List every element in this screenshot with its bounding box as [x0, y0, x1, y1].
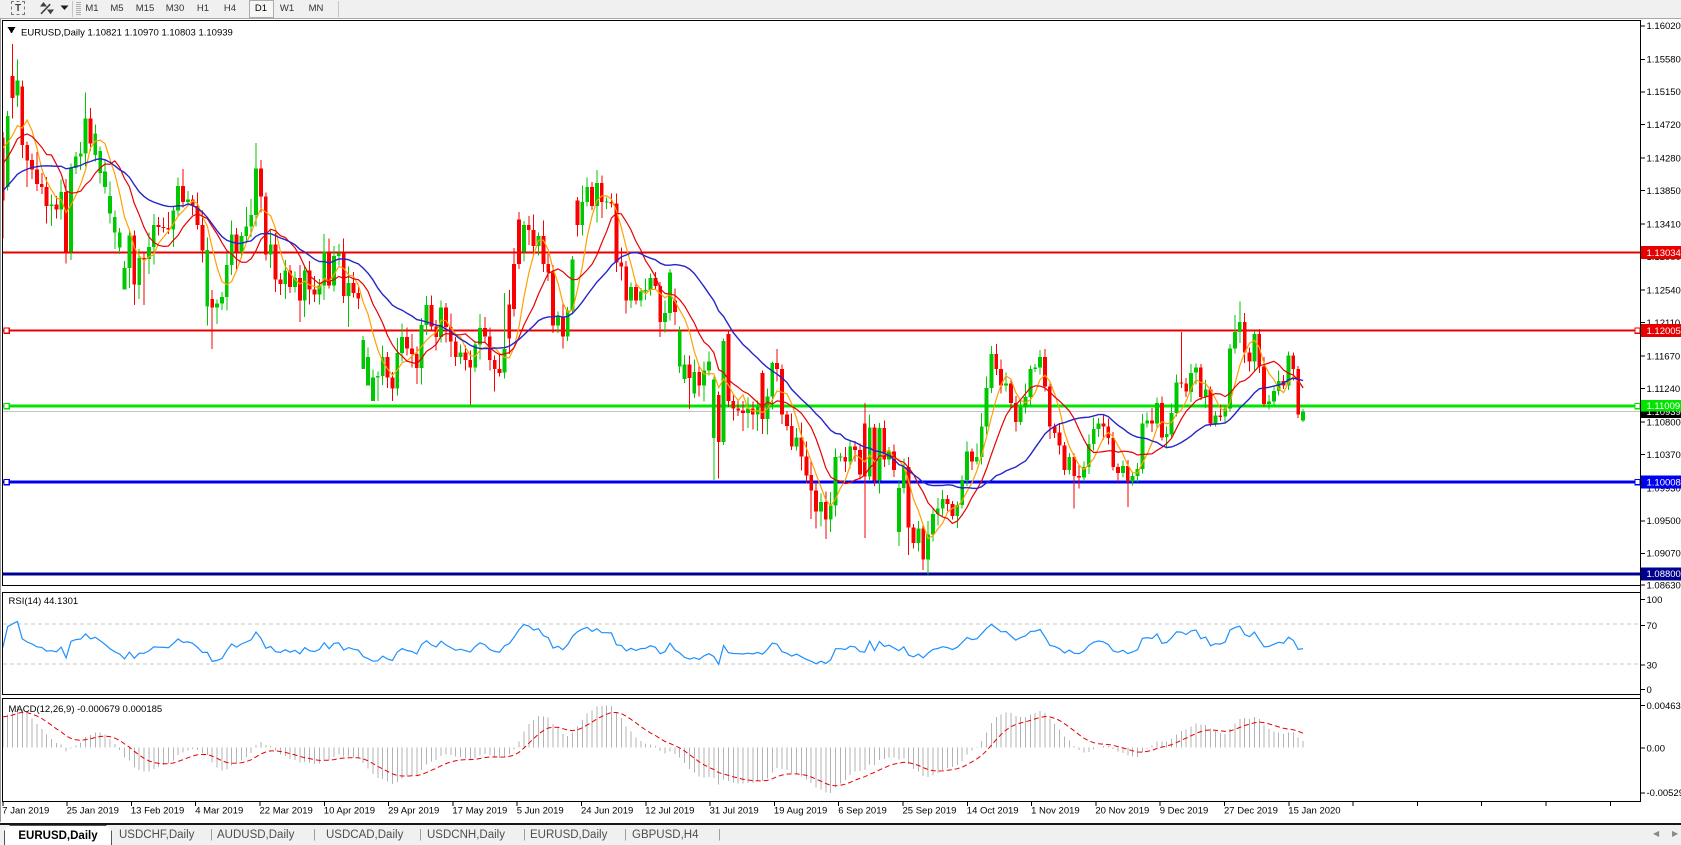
svg-text:1.13850: 1.13850 [1647, 186, 1681, 197]
svg-text:1.10370: 1.10370 [1647, 450, 1681, 461]
svg-text:1.15580: 1.15580 [1647, 55, 1681, 66]
svg-text:30: 30 [1647, 660, 1658, 671]
svg-text:0.00463: 0.00463 [1647, 701, 1681, 712]
svg-text:1.11240: 1.11240 [1647, 384, 1681, 395]
svg-text:1.09930: 1.09930 [1647, 483, 1681, 494]
svg-text:100: 100 [1647, 595, 1663, 606]
svg-text:1.14280: 1.14280 [1647, 153, 1681, 164]
svg-text:20 Nov 2019: 20 Nov 2019 [1095, 806, 1149, 817]
svg-text:1.09500: 1.09500 [1647, 516, 1681, 527]
svg-text:1.12005: 1.12005 [1647, 326, 1681, 337]
svg-text:1.12540: 1.12540 [1647, 285, 1681, 296]
svg-text:25 Jan 2019: 25 Jan 2019 [67, 806, 119, 817]
svg-text:1 Nov 2019: 1 Nov 2019 [1031, 806, 1080, 817]
svg-text:1.14720: 1.14720 [1647, 120, 1681, 131]
svg-text:1.11670: 1.11670 [1647, 351, 1681, 362]
svg-text:24 Jun 2019: 24 Jun 2019 [581, 806, 633, 817]
svg-text:1.10800: 1.10800 [1647, 417, 1681, 428]
svg-text:1.08630: 1.08630 [1647, 580, 1681, 591]
svg-text:MACD(12,26,9) -0.000679 0.0001: MACD(12,26,9) -0.000679 0.000185 [9, 704, 163, 715]
svg-text:12 Jul 2019: 12 Jul 2019 [645, 806, 694, 817]
svg-text:9 Dec 2019: 9 Dec 2019 [1160, 806, 1209, 817]
svg-text:27 Dec 2019: 27 Dec 2019 [1224, 806, 1278, 817]
svg-text:1.12110: 1.12110 [1647, 318, 1681, 329]
svg-text:1.13410: 1.13410 [1647, 219, 1681, 230]
svg-text:1.10939: 1.10939 [1647, 407, 1681, 418]
svg-text:17 May 2019: 17 May 2019 [452, 806, 507, 817]
svg-text:1.15150: 1.15150 [1647, 87, 1681, 98]
svg-text:EURUSD,Daily 1.10821 1.10970: EURUSD,Daily 1.10821 1.10970 1.10803 1.1… [21, 28, 233, 39]
svg-text:1.09070: 1.09070 [1647, 549, 1681, 560]
svg-text:13 Feb 2019: 13 Feb 2019 [131, 806, 184, 817]
svg-text:1.10008: 1.10008 [1647, 478, 1681, 489]
svg-text:22 Mar 2019: 22 Mar 2019 [260, 806, 313, 817]
svg-text:0: 0 [1647, 685, 1652, 696]
svg-text:4 Mar 2019: 4 Mar 2019 [195, 806, 243, 817]
svg-text:5 Jun 2019: 5 Jun 2019 [517, 806, 564, 817]
svg-text:-0.00529: -0.00529 [1647, 788, 1681, 799]
svg-text:25 Sep 2019: 25 Sep 2019 [903, 806, 957, 817]
svg-text:15 Jan 2020: 15 Jan 2020 [1288, 806, 1340, 817]
svg-text:10 Apr 2019: 10 Apr 2019 [324, 806, 375, 817]
svg-text:0.00: 0.00 [1647, 743, 1666, 754]
svg-text:19 Aug 2019: 19 Aug 2019 [774, 806, 827, 817]
svg-text:31 Jul 2019: 31 Jul 2019 [710, 806, 759, 817]
svg-text:6 Sep 2019: 6 Sep 2019 [838, 806, 887, 817]
svg-text:1.11009: 1.11009 [1647, 401, 1681, 412]
svg-text:RSI(14) 44.1301: RSI(14) 44.1301 [9, 596, 79, 607]
svg-text:7 Jan 2019: 7 Jan 2019 [2, 806, 49, 817]
svg-text:1.13034: 1.13034 [1647, 248, 1681, 259]
svg-text:1.08800: 1.08800 [1647, 569, 1681, 580]
svg-text:1.16020: 1.16020 [1647, 21, 1681, 32]
svg-text:14 Oct 2019: 14 Oct 2019 [967, 806, 1019, 817]
svg-text:70: 70 [1647, 621, 1658, 632]
svg-text:29 Apr 2019: 29 Apr 2019 [388, 806, 439, 817]
